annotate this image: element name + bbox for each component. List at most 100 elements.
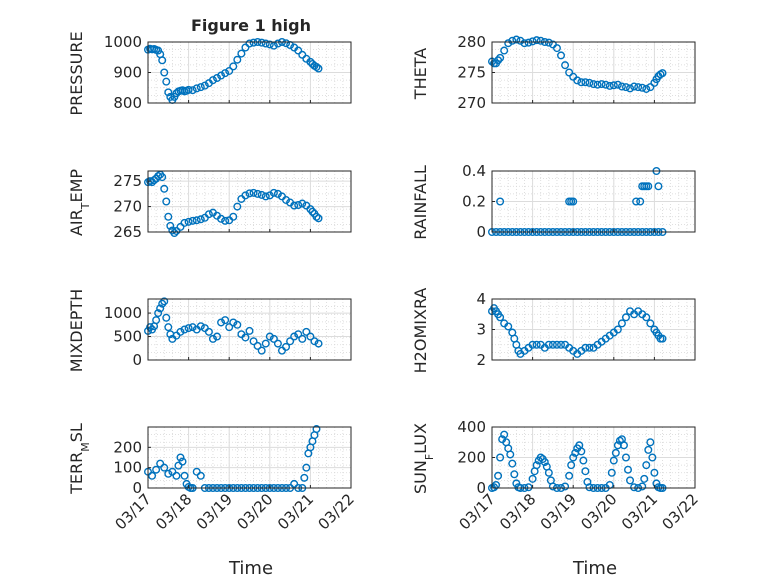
subplot-air-temp: 265 270 275 AIRTEMP [67, 169, 352, 241]
y-tick-label: 1000 [104, 33, 142, 51]
data-point [648, 453, 657, 462]
data-point [245, 39, 254, 48]
data-point [658, 334, 667, 343]
data-point [156, 459, 165, 468]
data-point [626, 84, 635, 93]
subplot-rainfall: 0 0.2 0.4 RAINFALL [411, 162, 696, 241]
data-point [569, 453, 578, 462]
data-point [516, 36, 525, 45]
data-point [180, 218, 189, 227]
data-point [494, 471, 503, 480]
data-point [308, 207, 317, 216]
data-point [621, 83, 630, 92]
data-point [654, 182, 663, 191]
data-point [634, 83, 643, 92]
data-point [640, 474, 649, 483]
data-point [217, 214, 226, 223]
data-point [188, 86, 197, 95]
y-tick-label: 1000 [104, 304, 142, 322]
data-point [233, 320, 242, 329]
data-point [282, 39, 291, 48]
data-point [552, 340, 561, 349]
data-point [196, 83, 205, 92]
data-point [561, 482, 570, 491]
data-point [261, 39, 270, 48]
data-point [152, 316, 161, 325]
data-point [245, 326, 254, 335]
data-point [180, 325, 189, 334]
data-point [302, 463, 311, 472]
data-point [314, 214, 323, 223]
data-point [585, 343, 594, 352]
data-point [540, 458, 549, 467]
data-point [192, 84, 201, 93]
data-point [180, 471, 189, 480]
subplot-terr-msl: 010020003/1703/1803/1903/2003/2103/22TER… [67, 423, 358, 533]
data-point [221, 216, 230, 225]
data-point [646, 83, 655, 92]
data-point [528, 37, 537, 46]
data-point [557, 51, 566, 60]
x-tick-label: 03/18 [496, 490, 539, 533]
data-point [154, 309, 163, 318]
data-point [172, 226, 181, 235]
data-point [282, 342, 291, 351]
y-tick-label: 0 [476, 223, 486, 241]
y-tick-label: 0 [476, 479, 486, 497]
data-point [581, 467, 590, 476]
data-point [273, 39, 282, 48]
data-point [249, 38, 258, 47]
data-point [249, 337, 258, 346]
data-point [621, 453, 630, 462]
data-point [265, 332, 274, 341]
subplot-pressure: 800 900 1000 PRESSURE [67, 31, 352, 116]
data-point [294, 46, 303, 55]
data-point [213, 332, 222, 341]
data-point [162, 313, 171, 322]
data-point [261, 339, 270, 348]
data-point [213, 73, 222, 82]
data-point [567, 461, 576, 470]
y-axis-label: AIRTEMP [67, 169, 92, 236]
y-tick-label: 270 [113, 198, 142, 216]
y-tick-label: 0 [132, 479, 142, 497]
data-point [152, 465, 161, 474]
data-point [196, 215, 205, 224]
data-point [154, 172, 163, 181]
data-point [172, 89, 181, 98]
data-point [298, 199, 307, 208]
data-point [160, 463, 169, 472]
y-tick-label: 900 [113, 64, 142, 82]
data-point [617, 319, 626, 328]
data-point [520, 39, 529, 48]
y-tick-label: 270 [457, 94, 486, 112]
data-point [196, 322, 205, 331]
data-point [298, 50, 307, 59]
data-point [290, 332, 299, 341]
data-point [630, 82, 639, 91]
x-tick-label: 03/18 [152, 490, 195, 533]
data-point [611, 448, 620, 457]
data-point [536, 36, 545, 45]
data-point [569, 197, 578, 206]
data-point [589, 80, 598, 89]
data-point [158, 299, 167, 308]
data-point [510, 470, 519, 479]
data-point [192, 216, 201, 225]
data-point [302, 327, 311, 336]
data-point [225, 323, 234, 332]
data-point [192, 467, 201, 476]
axes-box [147, 426, 352, 489]
data-point [577, 78, 586, 87]
data-point [607, 468, 616, 477]
y-axis-label: THETA [411, 48, 430, 100]
data-point [245, 189, 254, 198]
data-point [508, 36, 517, 45]
data-point [217, 318, 226, 327]
data-point [621, 313, 630, 322]
y-tick-label: 3 [476, 321, 486, 339]
y-tick-label: 2 [476, 351, 486, 369]
data-point [160, 68, 169, 77]
data-point [644, 182, 653, 191]
data-point [536, 453, 545, 462]
